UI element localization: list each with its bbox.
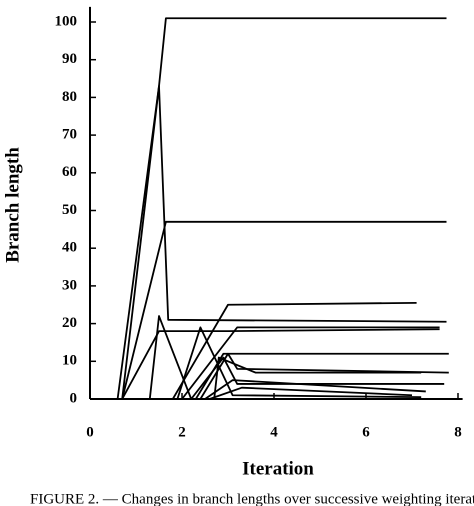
y-tick-label: 80 — [62, 89, 77, 105]
series-line — [90, 85, 447, 400]
x-tick-label: 0 — [86, 424, 94, 440]
y-tick-label: 90 — [62, 51, 77, 67]
y-tick-label: 20 — [62, 315, 77, 331]
y-tick-label: 70 — [62, 127, 77, 143]
y-tick-label: 30 — [62, 277, 77, 293]
y-tick-label: 10 — [62, 353, 77, 369]
x-tick-label: 8 — [454, 424, 462, 440]
y-tick-label: 60 — [62, 164, 77, 180]
y-tick-label: 100 — [55, 13, 78, 29]
x-tick-label: 4 — [270, 424, 278, 440]
caption: FIGURE 2. — Changes in branch lengths ov… — [30, 491, 474, 506]
y-tick-label: 50 — [62, 202, 77, 218]
x-axis-label: Iteration — [242, 458, 314, 479]
x-tick-label: 2 — [178, 424, 186, 440]
y-axis-label: Branch length — [2, 147, 23, 263]
y-tick-label: 40 — [62, 240, 77, 256]
series-line — [90, 356, 445, 400]
series-line — [90, 356, 422, 400]
y-tick-label: 0 — [70, 390, 78, 406]
series-line — [90, 315, 193, 400]
x-tick-label: 6 — [362, 424, 370, 440]
